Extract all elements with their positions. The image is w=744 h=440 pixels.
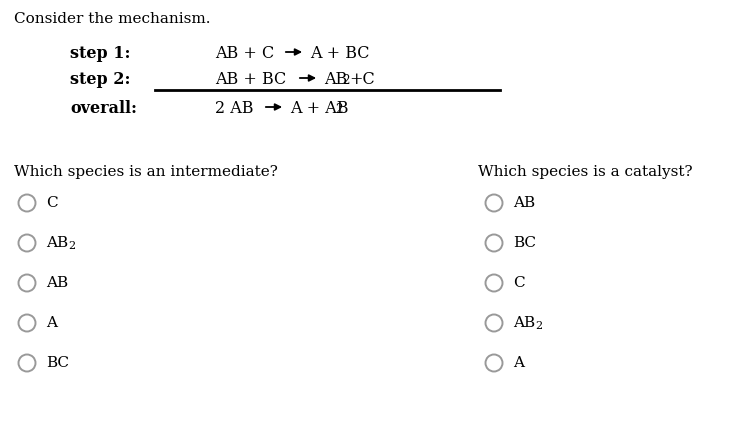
Text: 2: 2 — [335, 103, 342, 116]
Text: AB: AB — [46, 276, 68, 290]
Text: A + AB: A + AB — [290, 100, 348, 117]
Text: AB + C: AB + C — [215, 45, 275, 62]
Text: A: A — [513, 356, 524, 370]
Text: BC: BC — [46, 356, 69, 370]
Text: step 1:: step 1: — [70, 45, 130, 62]
Text: AB: AB — [324, 71, 347, 88]
Text: AB + BC: AB + BC — [215, 71, 286, 88]
Text: Consider the mechanism.: Consider the mechanism. — [14, 12, 211, 26]
Text: 2: 2 — [68, 241, 75, 251]
Text: AB: AB — [513, 316, 535, 330]
Text: +C: +C — [349, 71, 375, 88]
Text: AB: AB — [513, 196, 535, 210]
Text: Which species is a catalyst?: Which species is a catalyst? — [478, 165, 693, 179]
Text: 2: 2 — [535, 321, 542, 331]
Text: 2: 2 — [342, 74, 350, 87]
Text: BC: BC — [513, 236, 536, 250]
Text: step 2:: step 2: — [70, 71, 130, 88]
Text: overall:: overall: — [70, 100, 137, 117]
Text: Which species is an intermediate?: Which species is an intermediate? — [14, 165, 278, 179]
Text: AB: AB — [46, 236, 68, 250]
Text: C: C — [46, 196, 57, 210]
Text: C: C — [513, 276, 525, 290]
Text: 2 AB: 2 AB — [215, 100, 254, 117]
Text: A + BC: A + BC — [310, 45, 370, 62]
Text: A: A — [46, 316, 57, 330]
